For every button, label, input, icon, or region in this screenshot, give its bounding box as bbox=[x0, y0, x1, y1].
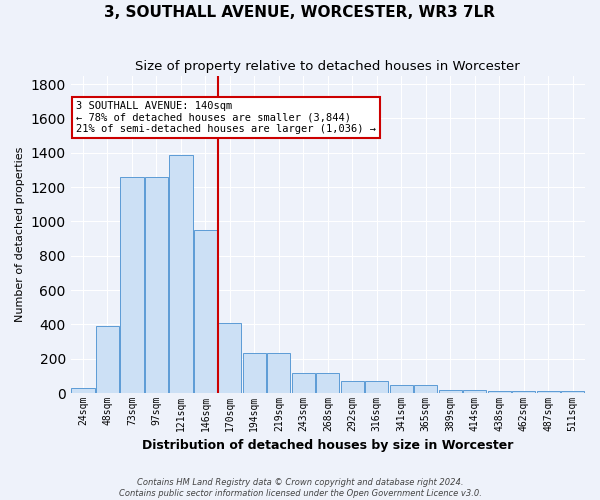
Bar bbox=[341, 381, 364, 393]
Bar bbox=[243, 353, 266, 393]
Bar bbox=[267, 353, 290, 393]
Bar bbox=[365, 381, 388, 393]
Bar bbox=[389, 386, 413, 393]
Bar bbox=[120, 177, 143, 393]
Bar bbox=[145, 177, 168, 393]
Bar bbox=[463, 390, 487, 393]
Bar bbox=[414, 386, 437, 393]
Bar bbox=[512, 390, 535, 393]
Bar bbox=[488, 390, 511, 393]
Text: 3 SOUTHALL AVENUE: 140sqm
← 78% of detached houses are smaller (3,844)
21% of se: 3 SOUTHALL AVENUE: 140sqm ← 78% of detac… bbox=[76, 101, 376, 134]
Y-axis label: Number of detached properties: Number of detached properties bbox=[15, 146, 25, 322]
Bar bbox=[96, 326, 119, 393]
Title: Size of property relative to detached houses in Worcester: Size of property relative to detached ho… bbox=[136, 60, 520, 73]
Bar bbox=[169, 154, 193, 393]
Text: 3, SOUTHALL AVENUE, WORCESTER, WR3 7LR: 3, SOUTHALL AVENUE, WORCESTER, WR3 7LR bbox=[104, 5, 496, 20]
Bar bbox=[439, 390, 462, 393]
Bar bbox=[316, 374, 340, 393]
Bar bbox=[194, 230, 217, 393]
X-axis label: Distribution of detached houses by size in Worcester: Distribution of detached houses by size … bbox=[142, 440, 514, 452]
Bar bbox=[561, 392, 584, 393]
Bar bbox=[218, 323, 241, 393]
Text: Contains HM Land Registry data © Crown copyright and database right 2024.
Contai: Contains HM Land Registry data © Crown c… bbox=[119, 478, 481, 498]
Bar bbox=[536, 392, 560, 393]
Bar bbox=[71, 388, 95, 393]
Bar bbox=[292, 374, 315, 393]
